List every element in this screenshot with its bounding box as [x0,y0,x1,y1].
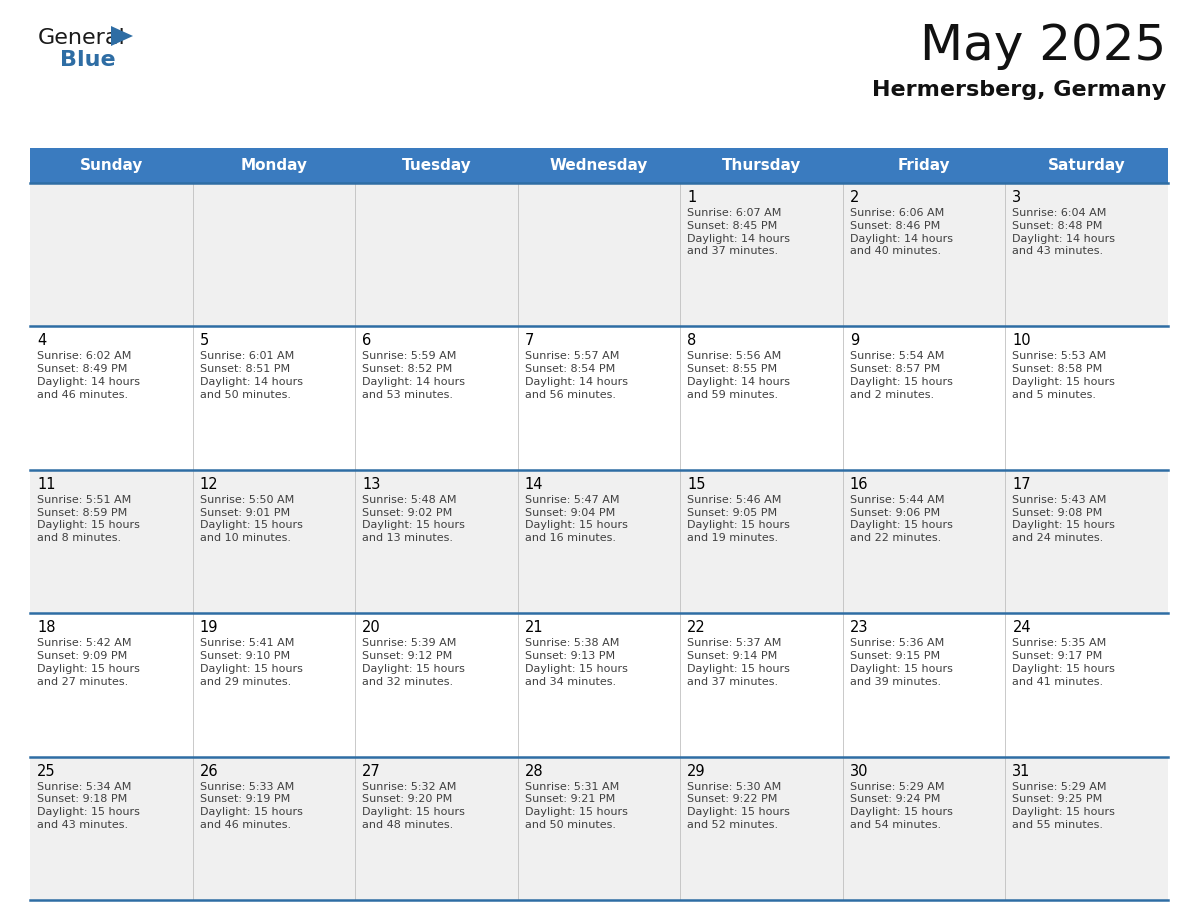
Text: 15: 15 [688,476,706,492]
Text: 2: 2 [849,190,859,205]
Text: 29: 29 [688,764,706,778]
Text: Sunrise: 5:50 AM
Sunset: 9:01 PM
Daylight: 15 hours
and 10 minutes.: Sunrise: 5:50 AM Sunset: 9:01 PM Dayligh… [200,495,303,543]
Bar [30,470,1168,613]
Text: Sunrise: 5:34 AM
Sunset: 9:18 PM
Daylight: 15 hours
and 43 minutes.: Sunrise: 5:34 AM Sunset: 9:18 PM Dayligh… [37,781,140,830]
Text: General: General [38,28,126,48]
Text: 16: 16 [849,476,868,492]
Text: 1: 1 [688,190,696,205]
Text: Sunrise: 5:32 AM
Sunset: 9:20 PM
Daylight: 15 hours
and 48 minutes.: Sunrise: 5:32 AM Sunset: 9:20 PM Dayligh… [362,781,465,830]
Text: Wednesday: Wednesday [550,158,649,173]
Text: 24: 24 [1012,621,1031,635]
Text: Sunrise: 5:36 AM
Sunset: 9:15 PM
Daylight: 15 hours
and 39 minutes.: Sunrise: 5:36 AM Sunset: 9:15 PM Dayligh… [849,638,953,687]
Text: Blue: Blue [61,50,115,70]
Text: 27: 27 [362,764,381,778]
Text: 30: 30 [849,764,868,778]
Text: Sunrise: 6:07 AM
Sunset: 8:45 PM
Daylight: 14 hours
and 37 minutes.: Sunrise: 6:07 AM Sunset: 8:45 PM Dayligh… [688,208,790,256]
Bar [30,148,1168,183]
Text: Sunrise: 5:44 AM
Sunset: 9:06 PM
Daylight: 15 hours
and 22 minutes.: Sunrise: 5:44 AM Sunset: 9:06 PM Dayligh… [849,495,953,543]
Text: 12: 12 [200,476,219,492]
Text: 13: 13 [362,476,380,492]
Text: Sunrise: 5:53 AM
Sunset: 8:58 PM
Daylight: 15 hours
and 5 minutes.: Sunrise: 5:53 AM Sunset: 8:58 PM Dayligh… [1012,352,1116,400]
Text: 14: 14 [525,476,543,492]
Text: May 2025: May 2025 [920,22,1165,70]
Text: Monday: Monday [240,158,308,173]
Text: 21: 21 [525,621,543,635]
Bar [30,183,1168,327]
Polygon shape [110,26,133,46]
Text: Sunrise: 6:01 AM
Sunset: 8:51 PM
Daylight: 14 hours
and 50 minutes.: Sunrise: 6:01 AM Sunset: 8:51 PM Dayligh… [200,352,303,400]
Text: Sunrise: 5:37 AM
Sunset: 9:14 PM
Daylight: 15 hours
and 37 minutes.: Sunrise: 5:37 AM Sunset: 9:14 PM Dayligh… [688,638,790,687]
Text: 22: 22 [688,621,706,635]
Text: Sunrise: 5:59 AM
Sunset: 8:52 PM
Daylight: 14 hours
and 53 minutes.: Sunrise: 5:59 AM Sunset: 8:52 PM Dayligh… [362,352,466,400]
Text: Sunrise: 5:38 AM
Sunset: 9:13 PM
Daylight: 15 hours
and 34 minutes.: Sunrise: 5:38 AM Sunset: 9:13 PM Dayligh… [525,638,627,687]
Text: Sunrise: 6:06 AM
Sunset: 8:46 PM
Daylight: 14 hours
and 40 minutes.: Sunrise: 6:06 AM Sunset: 8:46 PM Dayligh… [849,208,953,256]
Text: 10: 10 [1012,333,1031,349]
Text: Friday: Friday [898,158,950,173]
Text: Sunrise: 5:48 AM
Sunset: 9:02 PM
Daylight: 15 hours
and 13 minutes.: Sunrise: 5:48 AM Sunset: 9:02 PM Dayligh… [362,495,465,543]
Text: 11: 11 [37,476,56,492]
Text: Sunrise: 5:42 AM
Sunset: 9:09 PM
Daylight: 15 hours
and 27 minutes.: Sunrise: 5:42 AM Sunset: 9:09 PM Dayligh… [37,638,140,687]
Text: Sunrise: 5:43 AM
Sunset: 9:08 PM
Daylight: 15 hours
and 24 minutes.: Sunrise: 5:43 AM Sunset: 9:08 PM Dayligh… [1012,495,1116,543]
Text: Sunrise: 5:33 AM
Sunset: 9:19 PM
Daylight: 15 hours
and 46 minutes.: Sunrise: 5:33 AM Sunset: 9:19 PM Dayligh… [200,781,303,830]
Bar [30,756,1168,900]
Text: 5: 5 [200,333,209,349]
Text: 18: 18 [37,621,56,635]
Text: 7: 7 [525,333,535,349]
Text: 25: 25 [37,764,56,778]
Text: Tuesday: Tuesday [402,158,472,173]
Text: 23: 23 [849,621,868,635]
Text: Sunrise: 5:30 AM
Sunset: 9:22 PM
Daylight: 15 hours
and 52 minutes.: Sunrise: 5:30 AM Sunset: 9:22 PM Dayligh… [688,781,790,830]
Text: Sunrise: 5:54 AM
Sunset: 8:57 PM
Daylight: 15 hours
and 2 minutes.: Sunrise: 5:54 AM Sunset: 8:57 PM Dayligh… [849,352,953,400]
Text: Sunrise: 5:31 AM
Sunset: 9:21 PM
Daylight: 15 hours
and 50 minutes.: Sunrise: 5:31 AM Sunset: 9:21 PM Dayligh… [525,781,627,830]
Text: 31: 31 [1012,764,1031,778]
Text: Sunrise: 5:47 AM
Sunset: 9:04 PM
Daylight: 15 hours
and 16 minutes.: Sunrise: 5:47 AM Sunset: 9:04 PM Dayligh… [525,495,627,543]
Text: Saturday: Saturday [1048,158,1125,173]
Text: 9: 9 [849,333,859,349]
Text: Sunrise: 5:35 AM
Sunset: 9:17 PM
Daylight: 15 hours
and 41 minutes.: Sunrise: 5:35 AM Sunset: 9:17 PM Dayligh… [1012,638,1116,687]
Text: Sunrise: 5:56 AM
Sunset: 8:55 PM
Daylight: 14 hours
and 59 minutes.: Sunrise: 5:56 AM Sunset: 8:55 PM Dayligh… [688,352,790,400]
Text: Sunrise: 5:29 AM
Sunset: 9:25 PM
Daylight: 15 hours
and 55 minutes.: Sunrise: 5:29 AM Sunset: 9:25 PM Dayligh… [1012,781,1116,830]
Text: 8: 8 [688,333,696,349]
Bar [30,327,1168,470]
Text: 20: 20 [362,621,381,635]
Text: 26: 26 [200,764,219,778]
Text: Sunday: Sunday [80,158,143,173]
Text: Sunrise: 5:29 AM
Sunset: 9:24 PM
Daylight: 15 hours
and 54 minutes.: Sunrise: 5:29 AM Sunset: 9:24 PM Dayligh… [849,781,953,830]
Text: Thursday: Thursday [722,158,801,173]
Text: Sunrise: 5:57 AM
Sunset: 8:54 PM
Daylight: 14 hours
and 56 minutes.: Sunrise: 5:57 AM Sunset: 8:54 PM Dayligh… [525,352,627,400]
Text: 17: 17 [1012,476,1031,492]
Text: Sunrise: 5:51 AM
Sunset: 8:59 PM
Daylight: 15 hours
and 8 minutes.: Sunrise: 5:51 AM Sunset: 8:59 PM Dayligh… [37,495,140,543]
Text: 19: 19 [200,621,219,635]
Text: 6: 6 [362,333,372,349]
Text: 3: 3 [1012,190,1022,205]
Bar [30,613,1168,756]
Text: 28: 28 [525,764,543,778]
Text: Sunrise: 5:41 AM
Sunset: 9:10 PM
Daylight: 15 hours
and 29 minutes.: Sunrise: 5:41 AM Sunset: 9:10 PM Dayligh… [200,638,303,687]
Text: Sunrise: 5:46 AM
Sunset: 9:05 PM
Daylight: 15 hours
and 19 minutes.: Sunrise: 5:46 AM Sunset: 9:05 PM Dayligh… [688,495,790,543]
Text: Sunrise: 6:02 AM
Sunset: 8:49 PM
Daylight: 14 hours
and 46 minutes.: Sunrise: 6:02 AM Sunset: 8:49 PM Dayligh… [37,352,140,400]
Text: Sunrise: 6:04 AM
Sunset: 8:48 PM
Daylight: 14 hours
and 43 minutes.: Sunrise: 6:04 AM Sunset: 8:48 PM Dayligh… [1012,208,1116,256]
Text: Hermersberg, Germany: Hermersberg, Germany [872,80,1165,100]
Text: 4: 4 [37,333,46,349]
Text: Sunrise: 5:39 AM
Sunset: 9:12 PM
Daylight: 15 hours
and 32 minutes.: Sunrise: 5:39 AM Sunset: 9:12 PM Dayligh… [362,638,465,687]
